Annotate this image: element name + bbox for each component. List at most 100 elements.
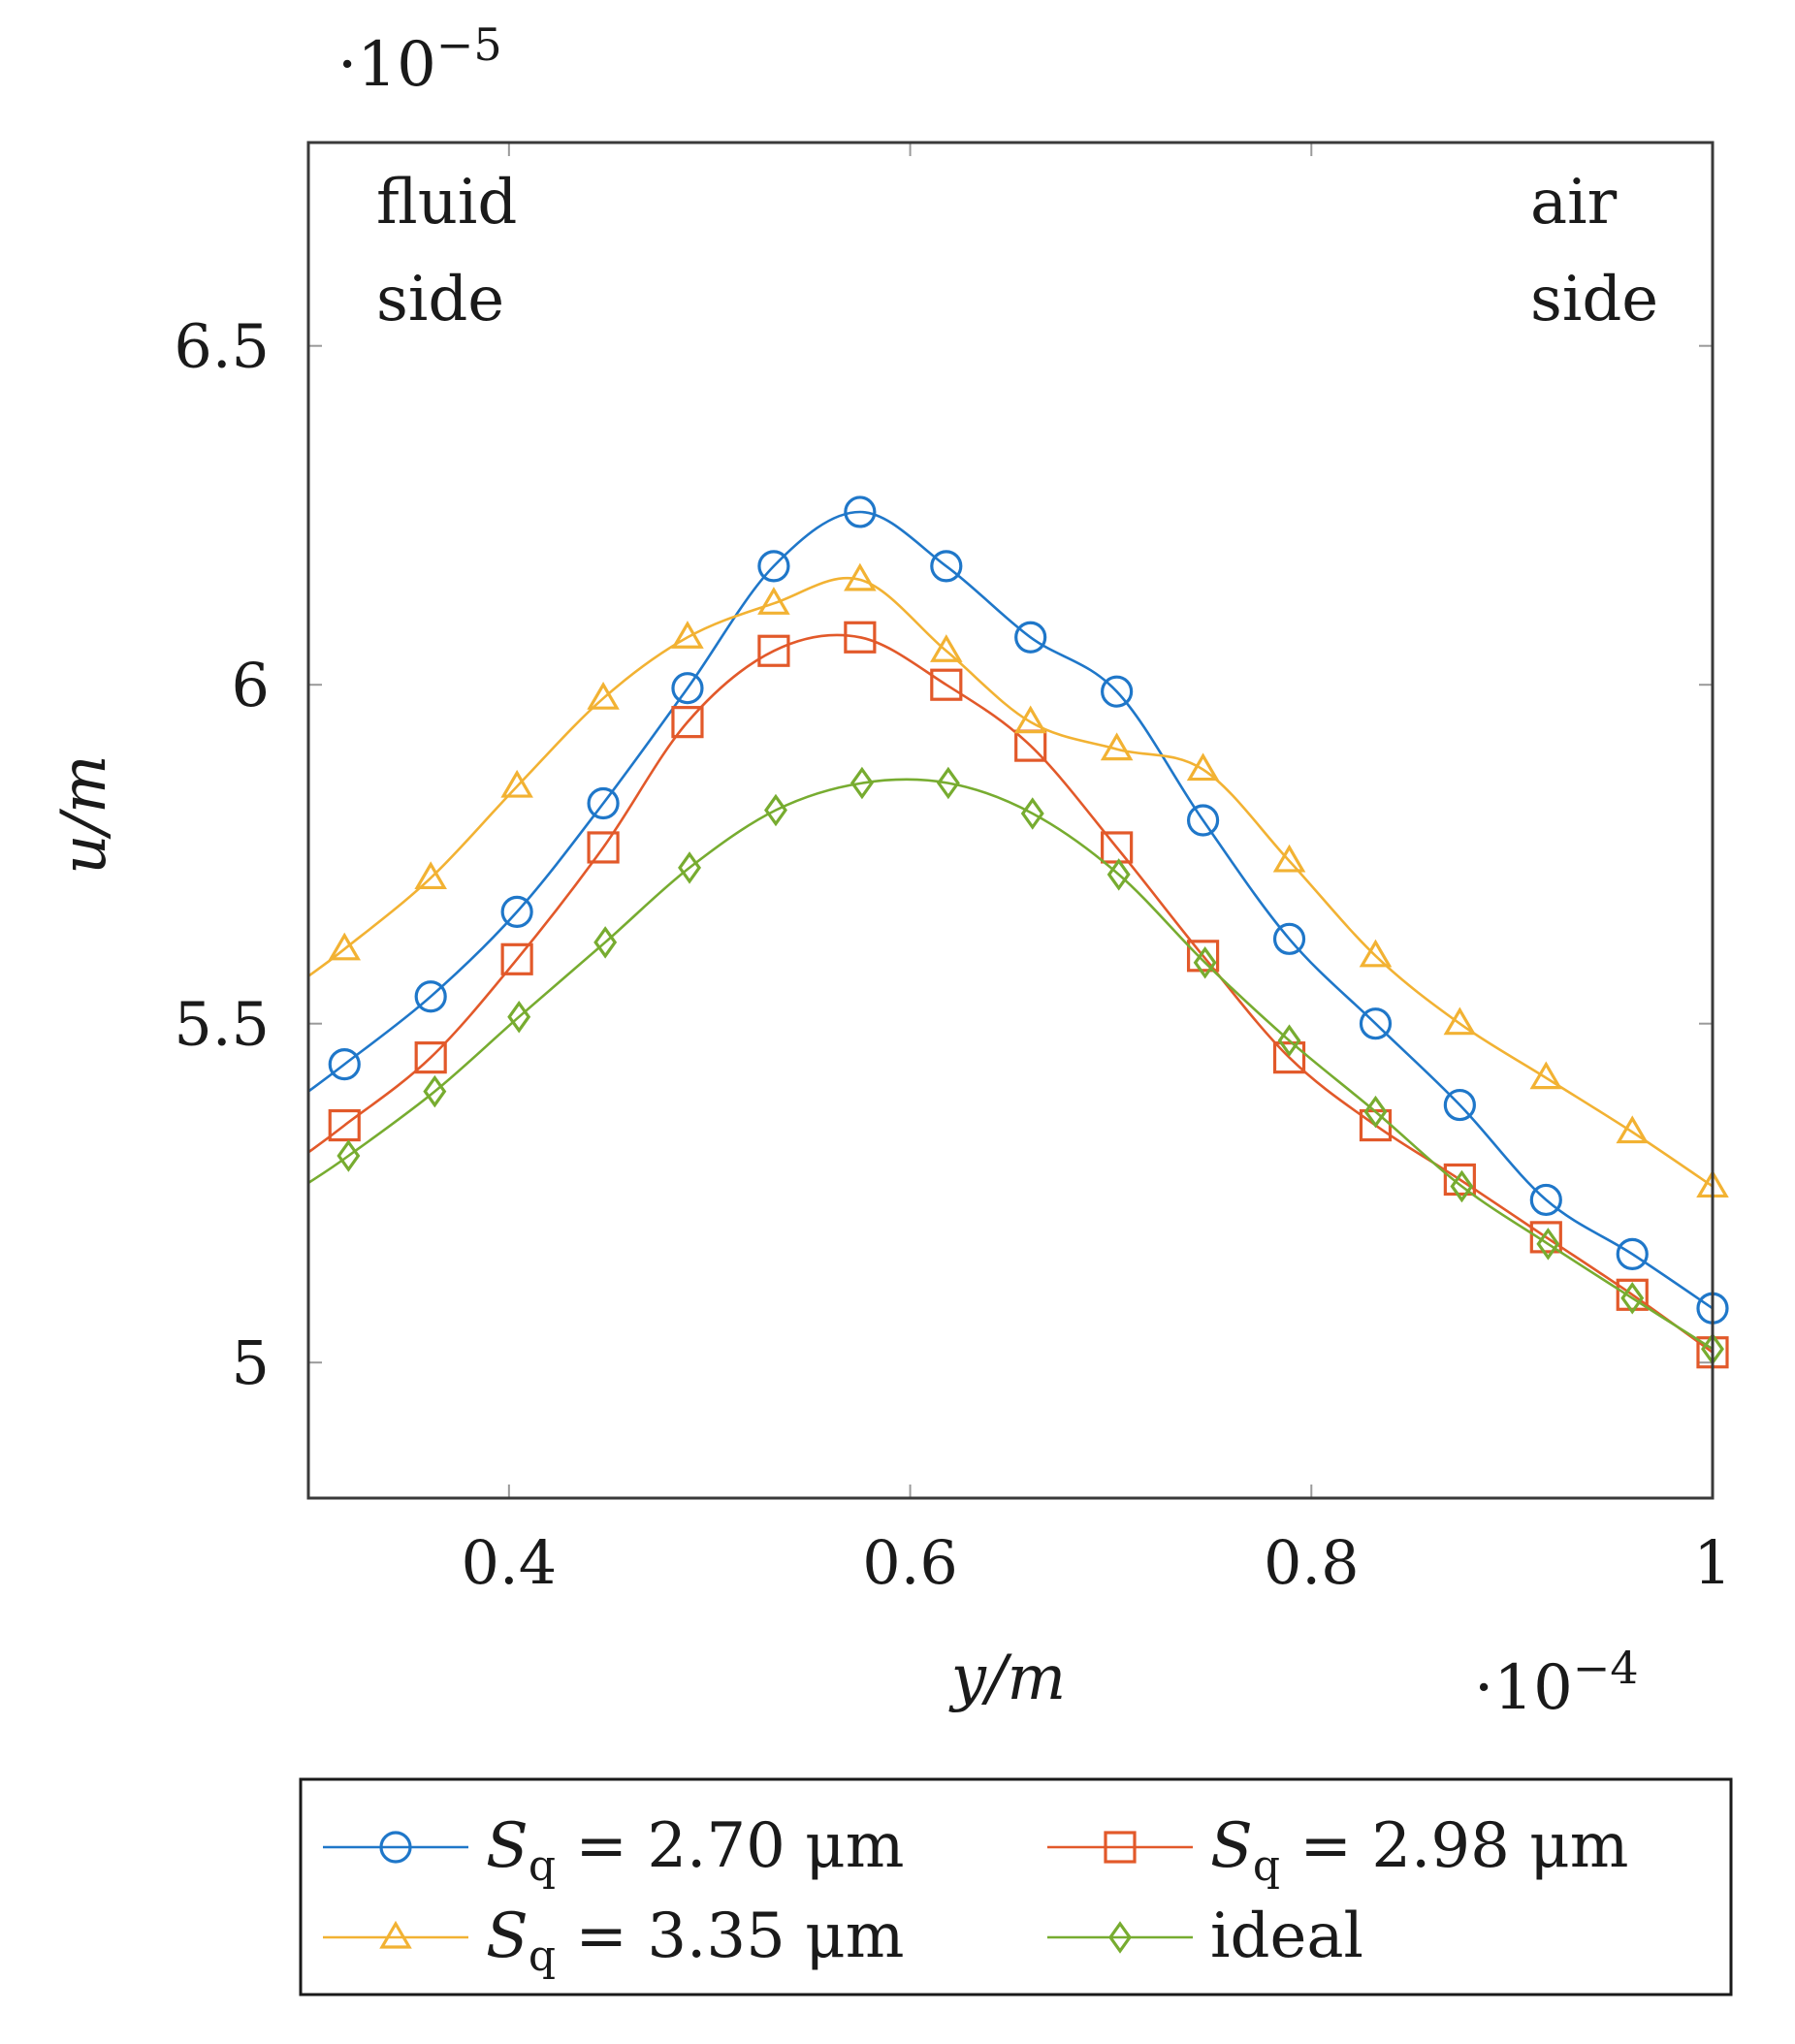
y-tick-label: 5.5 xyxy=(174,989,270,1060)
series-line xyxy=(307,633,1714,1354)
x-tick-labels: 0.4 0.6 0.8 1 xyxy=(462,1527,1732,1598)
data-point-circle xyxy=(671,672,704,705)
legend-label: Sq = 3.35 μm xyxy=(486,1900,904,1981)
data-point-triangle xyxy=(671,621,704,649)
data-point-diamond xyxy=(764,793,787,827)
x-tick-label: 0.4 xyxy=(462,1527,558,1598)
data-point-square xyxy=(671,706,704,739)
x-tick-label: 0.6 xyxy=(862,1527,958,1598)
y-scale-exponent: −5 xyxy=(436,18,502,71)
series-square xyxy=(307,621,1729,1369)
legend-item: Sq = 3.35 μm xyxy=(323,1900,904,1981)
legend: Sq = 2.70 μm Sq = 2.98 μm Sq = 3.35 μm idea… xyxy=(299,1777,1733,1996)
series-layer xyxy=(307,495,1729,1369)
legend-item: Sq = 2.98 μm xyxy=(1047,1810,1628,1891)
data-point-triangle xyxy=(1616,1115,1650,1144)
annotation-air-side: side xyxy=(1530,264,1658,335)
y-axis-label: u/m xyxy=(48,754,120,874)
series-line xyxy=(307,778,1714,1351)
data-point-triangle xyxy=(844,562,877,591)
data-point-square xyxy=(757,634,790,667)
data-point-diamond xyxy=(423,1074,447,1108)
data-point-square xyxy=(587,831,620,864)
data-point-circle xyxy=(500,895,533,928)
legend-item: Sq = 2.70 μm xyxy=(323,1810,904,1891)
legend-label: Sq = 2.70 μm xyxy=(486,1810,904,1891)
data-point-triangle xyxy=(930,634,963,662)
x-tick-label: 0.8 xyxy=(1264,1527,1360,1598)
y-scale-base: ·10 xyxy=(337,29,436,101)
annotation-fluid: fluid xyxy=(376,167,517,239)
data-point-square xyxy=(500,942,533,975)
x-tick-label: 1 xyxy=(1693,1527,1731,1598)
legend-marker-circle xyxy=(379,1831,412,1864)
y-tick-labels: 5 5.5 6 6.5 xyxy=(174,311,270,1398)
data-point-triangle xyxy=(1529,1061,1563,1090)
data-point-square xyxy=(844,621,877,654)
data-point-square xyxy=(414,1041,447,1074)
series-triangle xyxy=(307,562,1729,1198)
x-scale-factor: ·10−4 xyxy=(1474,1642,1639,1724)
legend-marker-triangle xyxy=(379,1920,412,1949)
y-tick-label: 6 xyxy=(232,650,270,720)
data-point-diamond xyxy=(1363,1095,1388,1129)
data-point-diamond xyxy=(507,1000,531,1034)
data-point-square xyxy=(930,668,963,701)
data-point-triangle xyxy=(1272,844,1306,873)
data-point-circle xyxy=(1359,1007,1393,1040)
data-point-triangle xyxy=(414,861,447,890)
data-point-diamond xyxy=(1020,797,1044,830)
data-point-triangle xyxy=(587,682,620,710)
data-point-square xyxy=(328,1108,361,1142)
x-scale-base: ·10 xyxy=(1474,1652,1573,1724)
data-point-square xyxy=(1186,940,1220,973)
data-point-triangle xyxy=(1186,752,1220,782)
x-scale-exponent: −4 xyxy=(1573,1642,1639,1694)
series-diamond xyxy=(307,766,1724,1365)
data-point-diamond xyxy=(1277,1024,1301,1057)
data-point-triangle xyxy=(328,932,362,961)
data-point-triangle xyxy=(1359,939,1393,968)
data-point-triangle xyxy=(1443,1006,1477,1036)
series-line xyxy=(307,510,1714,1310)
plot-frame xyxy=(306,141,1715,1500)
data-point-circle xyxy=(587,786,620,820)
legend-marker-square xyxy=(1104,1831,1137,1864)
data-point-diamond xyxy=(337,1139,361,1172)
data-point-diamond xyxy=(849,766,874,800)
legend-box xyxy=(299,1777,1733,1996)
data-point-square xyxy=(1529,1221,1562,1254)
data-point-circle xyxy=(1101,675,1134,708)
data-point-triangle xyxy=(1013,705,1047,734)
data-point-diamond xyxy=(1536,1228,1560,1261)
data-point-circle xyxy=(414,980,447,1013)
data-point-circle xyxy=(1616,1237,1649,1270)
data-point-circle xyxy=(1186,804,1220,837)
series-line xyxy=(307,577,1714,1188)
data-point-diamond xyxy=(936,766,960,800)
grid-ticks xyxy=(308,143,1714,1498)
data-point-triangle xyxy=(757,587,790,615)
data-point-diamond xyxy=(593,926,618,959)
data-point-diamond xyxy=(1620,1282,1645,1315)
data-point-circle xyxy=(1014,621,1047,654)
data-point-triangle xyxy=(1100,732,1134,761)
annotation-fluid-side: side xyxy=(376,264,504,335)
data-point-square xyxy=(1443,1163,1476,1197)
annotation-air: air xyxy=(1530,167,1618,239)
data-point-circle xyxy=(1529,1183,1562,1217)
data-point-circle xyxy=(1272,922,1306,955)
data-point-diamond xyxy=(678,851,701,884)
data-point-circle xyxy=(757,550,790,583)
legend-item: ideal xyxy=(1047,1900,1363,1972)
y-tick-label: 6.5 xyxy=(174,311,270,382)
data-point-triangle xyxy=(500,769,533,798)
data-point-square xyxy=(1272,1041,1306,1074)
data-point-diamond xyxy=(1106,858,1131,891)
data-point-diamond xyxy=(1193,946,1217,979)
x-axis-label: y/m xyxy=(948,1643,1066,1714)
data-point-circle xyxy=(328,1048,361,1081)
legend-marker-diamond xyxy=(1108,1921,1132,1954)
y-scale-factor: ·10−5 xyxy=(337,18,502,101)
